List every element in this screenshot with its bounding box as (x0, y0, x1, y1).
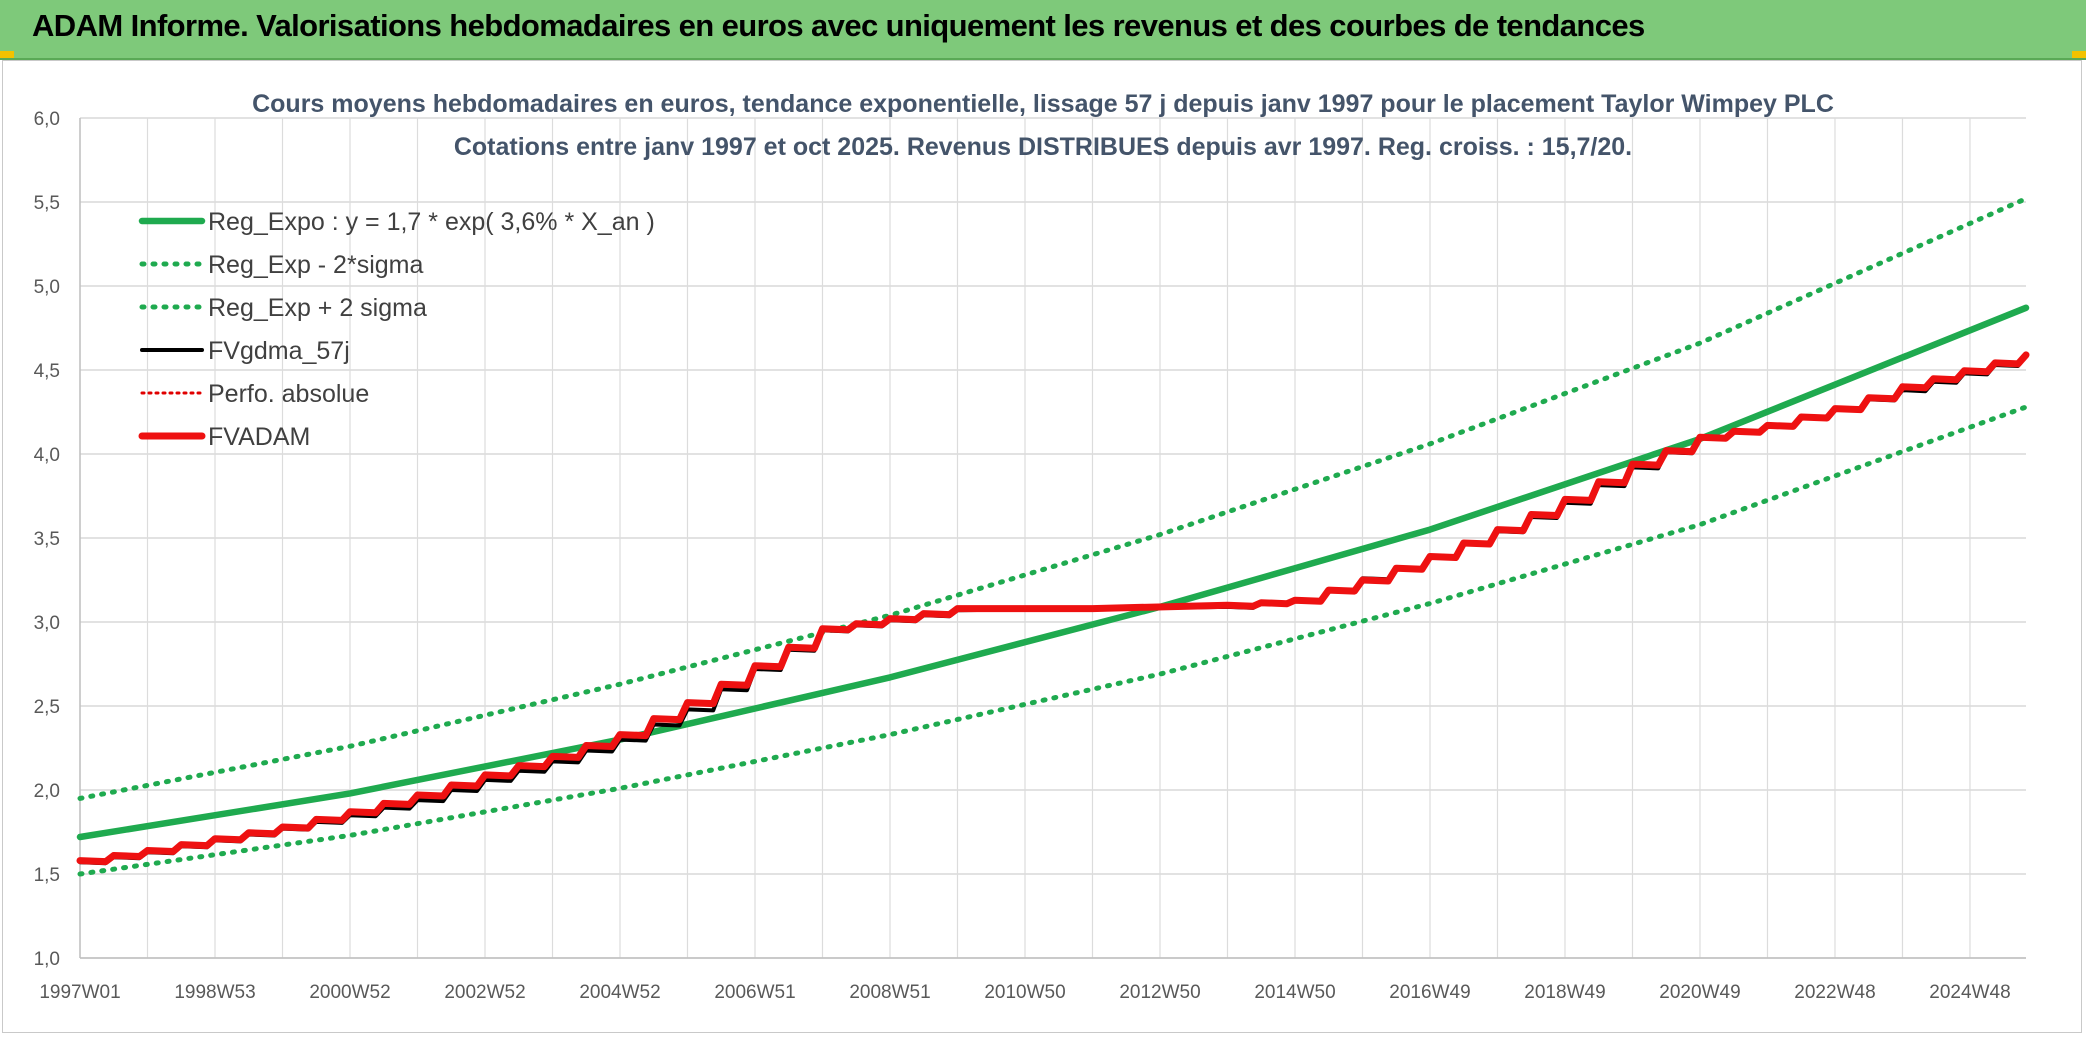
y-tick-label: 1,5 (34, 865, 60, 886)
x-tick-label: 2006W51 (714, 982, 795, 1003)
y-tick-label: 5,0 (34, 277, 60, 298)
series-line (77, 196, 2029, 801)
corner-mark-top-left (0, 51, 14, 58)
y-tick-label: 4,0 (34, 445, 60, 466)
x-tick-label: 2008W51 (849, 982, 930, 1003)
y-tick-label: 2,0 (34, 781, 60, 802)
y-tick-label: 5,5 (34, 193, 60, 214)
legend-label: Reg_Exp + 2 sigma (208, 294, 427, 322)
x-tick-label: 2016W49 (1389, 982, 1470, 1003)
y-tick-label: 3,0 (34, 613, 60, 634)
x-axis-ticks: 1997W01 1998W53 2000W52 2002W52 2004W52 2006W… (39, 982, 2010, 1003)
x-tick-label: 2014W50 (1254, 982, 1335, 1003)
series-line (77, 404, 2029, 877)
x-tick-label: 1997W01 (39, 982, 120, 1003)
series-line (76, 351, 2030, 866)
chart-title: Cours moyens hebdomadaires en euros, ten… (252, 90, 1834, 118)
legend-label: Perfo. absolue (208, 380, 369, 408)
legend: Reg_Expo : y = 1,7 * exp( 3,6% * X_an ) R… (138, 208, 655, 451)
legend-label: Reg_Exp - 2*sigma (208, 251, 423, 279)
x-tick-label: 2018W49 (1524, 982, 1605, 1003)
x-tick-label: 2020W49 (1659, 982, 1740, 1003)
y-tick-label: 6,0 (34, 109, 60, 130)
x-tick-label: 2022W48 (1794, 982, 1875, 1003)
report-title: ADAM Informe. Valorisations hebdomadaire… (32, 8, 1645, 43)
legend-label: Reg_Expo : y = 1,7 * exp( 3,6% * X_an ) (208, 208, 655, 236)
series-line (76, 304, 2030, 841)
grid (79, 117, 2026, 959)
y-tick-label: 4,5 (34, 361, 60, 382)
x-tick-label: 1998W53 (174, 982, 255, 1003)
series-lines (76, 196, 2030, 877)
y-axis-ticks: 1,0 1,5 2,0 2,5 3,0 3,5 4,0 4,5 5,0 5,5 6,0 (34, 109, 60, 970)
x-tick-label: 2010W50 (984, 982, 1065, 1003)
x-tick-label: 2024W48 (1929, 982, 2010, 1003)
y-tick-label: 2,5 (34, 697, 60, 718)
corner-mark-top-right (2072, 51, 2086, 58)
x-tick-label: 2012W50 (1119, 982, 1200, 1003)
x-tick-label: 2000W52 (309, 982, 390, 1003)
chart-subtitle: Cotations entre janv 1997 et oct 2025. R… (454, 133, 1632, 161)
legend-label: FVADAM (208, 423, 310, 451)
report-header: ADAM Informe. Valorisations hebdomadaire… (0, 0, 2086, 60)
y-tick-label: 1,0 (34, 949, 60, 970)
legend-label: FVgdma_57j (208, 337, 350, 365)
chart-frame (2, 60, 2082, 1033)
x-tick-label: 2004W52 (579, 982, 660, 1003)
y-tick-label: 3,5 (34, 529, 60, 550)
x-tick-label: 2002W52 (444, 982, 525, 1003)
